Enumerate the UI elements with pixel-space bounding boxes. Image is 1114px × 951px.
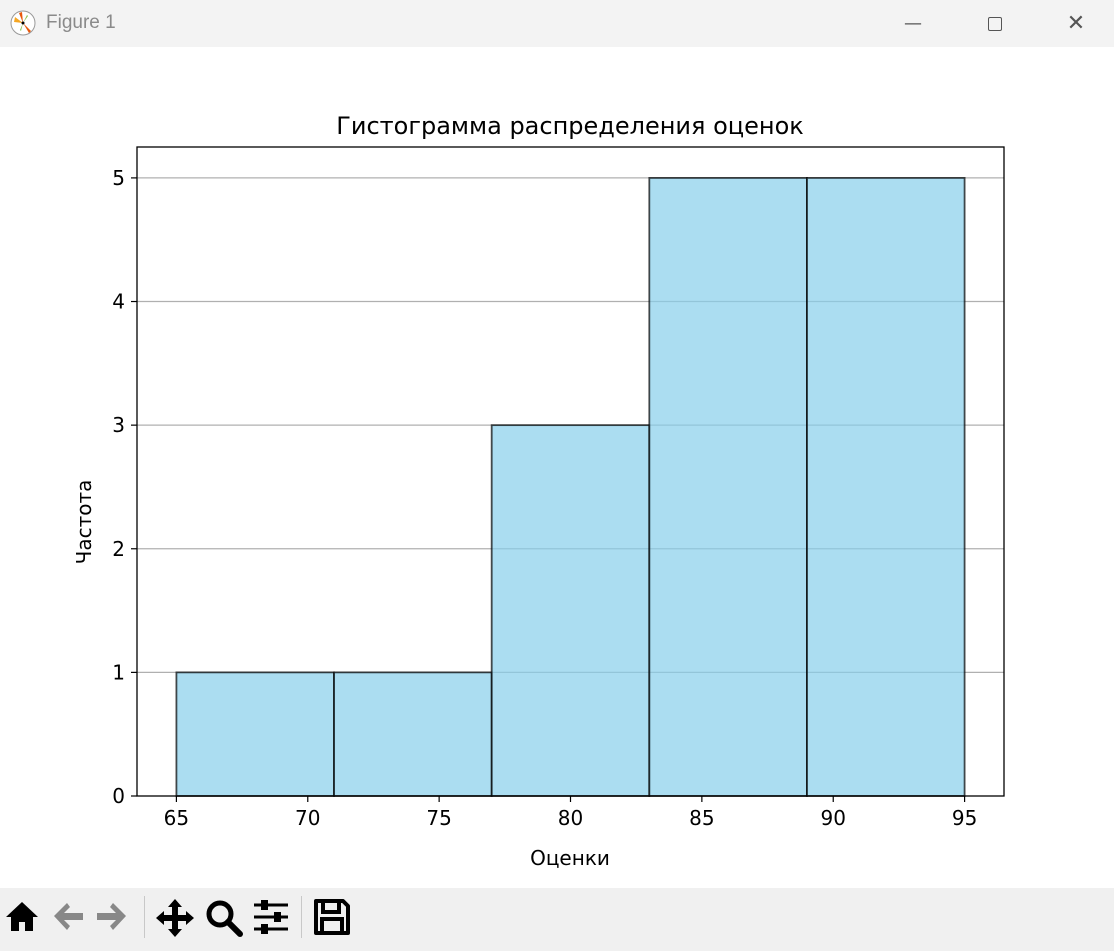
- y-axis-label: Частота: [72, 480, 96, 565]
- save-icon[interactable]: [313, 898, 351, 936]
- forward-arrow-icon[interactable]: [94, 898, 130, 934]
- x-tick-label: 75: [426, 806, 451, 830]
- configure-subplots-icon[interactable]: [252, 898, 290, 936]
- title-bar: Figure 1 — ✕: [0, 0, 1114, 47]
- x-tick-label: 95: [952, 806, 977, 830]
- pan-icon[interactable]: [155, 898, 195, 938]
- y-tick-label: 0: [112, 784, 125, 808]
- x-tick-label: 70: [295, 806, 320, 830]
- navigation-toolbar: [0, 888, 1114, 951]
- minimize-icon: —: [904, 13, 922, 34]
- window-title: Figure 1: [46, 12, 116, 33]
- y-tick-label: 2: [112, 537, 125, 561]
- maximize-icon: [988, 16, 1002, 31]
- close-button[interactable]: ✕: [1053, 0, 1099, 47]
- back-arrow-icon[interactable]: [50, 898, 86, 934]
- toolbar-separator: [144, 896, 145, 938]
- histogram-bar: [333, 671, 493, 797]
- y-tick-label: 3: [112, 413, 125, 437]
- maximize-button[interactable]: [972, 0, 1018, 47]
- histogram-bar: [648, 177, 808, 797]
- minimize-button[interactable]: —: [890, 0, 936, 47]
- x-axis-label: Оценки: [530, 846, 610, 870]
- home-icon[interactable]: [4, 898, 40, 934]
- histogram-bar: [490, 424, 651, 797]
- x-tick-label: 65: [164, 806, 189, 830]
- histogram-bar: [806, 177, 966, 797]
- histogram-chart: Гистограмма распределения оценок 65 70 75 8…: [72, 112, 1005, 870]
- x-tick-label: 90: [821, 806, 846, 830]
- x-tick-label: 85: [689, 806, 714, 830]
- zoom-icon[interactable]: [204, 898, 244, 938]
- y-tick-label: 1: [112, 660, 125, 684]
- matplotlib-logo-icon: [10, 10, 36, 36]
- chart-title: Гистограмма распределения оценок: [336, 112, 804, 140]
- x-tick-label: 80: [558, 806, 583, 830]
- y-tick-label: 4: [112, 290, 125, 314]
- histogram-bar: [175, 671, 335, 797]
- y-tick-label: 5: [112, 166, 125, 190]
- close-icon: ✕: [1066, 11, 1086, 36]
- toolbar-separator: [301, 896, 302, 938]
